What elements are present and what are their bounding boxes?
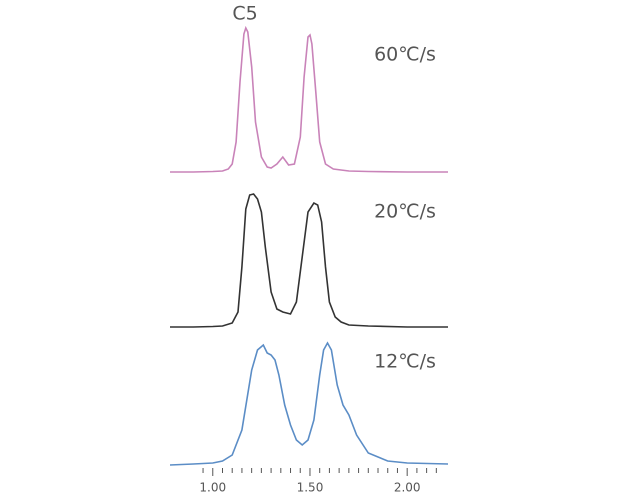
x-tick-label: 1.50 — [297, 481, 324, 495]
x-tick-label: 1.00 — [199, 481, 226, 495]
x-tick-label: 2.00 — [394, 481, 421, 495]
trace — [169, 341, 449, 466]
rate-label: 60℃/s — [374, 44, 436, 66]
trace — [170, 25, 448, 173]
rate-label: 12℃/s — [374, 351, 436, 373]
trace — [170, 193, 448, 328]
rate-label: 20℃/s — [374, 201, 436, 223]
peak-annotation: C5 — [232, 3, 257, 25]
